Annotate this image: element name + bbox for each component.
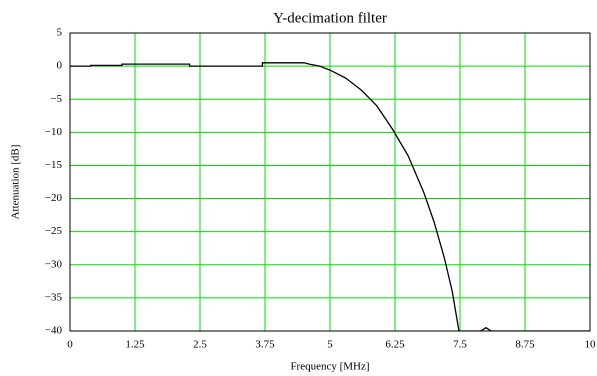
- y-tick-label: −10: [45, 126, 63, 138]
- x-tick-label: 10: [585, 339, 597, 351]
- series-line: [70, 62, 590, 331]
- y-tick-label: −40: [45, 325, 63, 337]
- y-tick-label: −20: [45, 192, 63, 204]
- y-axis-label: Attenuation [dB]: [10, 145, 22, 220]
- y-tick-label: −5: [50, 93, 62, 105]
- plot-frame: [69, 32, 591, 332]
- x-axis-label: Frequency [MHz]: [290, 361, 369, 373]
- y-tick-label: −25: [45, 225, 63, 237]
- y-tick-label: 0: [57, 60, 63, 72]
- y-tick-label: −30: [45, 258, 63, 270]
- chart-title: Y-decimation filter: [273, 10, 387, 26]
- x-tick-label: 6.25: [385, 339, 405, 351]
- y-tick-label: −15: [45, 159, 63, 171]
- x-tick-label: 5: [327, 339, 333, 351]
- x-tick-label: 1.25: [125, 339, 145, 351]
- y-tick-label: −35: [45, 291, 63, 303]
- x-tick-label: 8.75: [515, 339, 535, 351]
- x-tick-label: 2.5: [193, 339, 207, 351]
- y-tick-label: 5: [57, 27, 63, 39]
- x-tick-label: 3.75: [255, 339, 275, 351]
- x-tick-label: 7.5: [453, 339, 467, 351]
- x-tick-label: 0: [67, 339, 73, 351]
